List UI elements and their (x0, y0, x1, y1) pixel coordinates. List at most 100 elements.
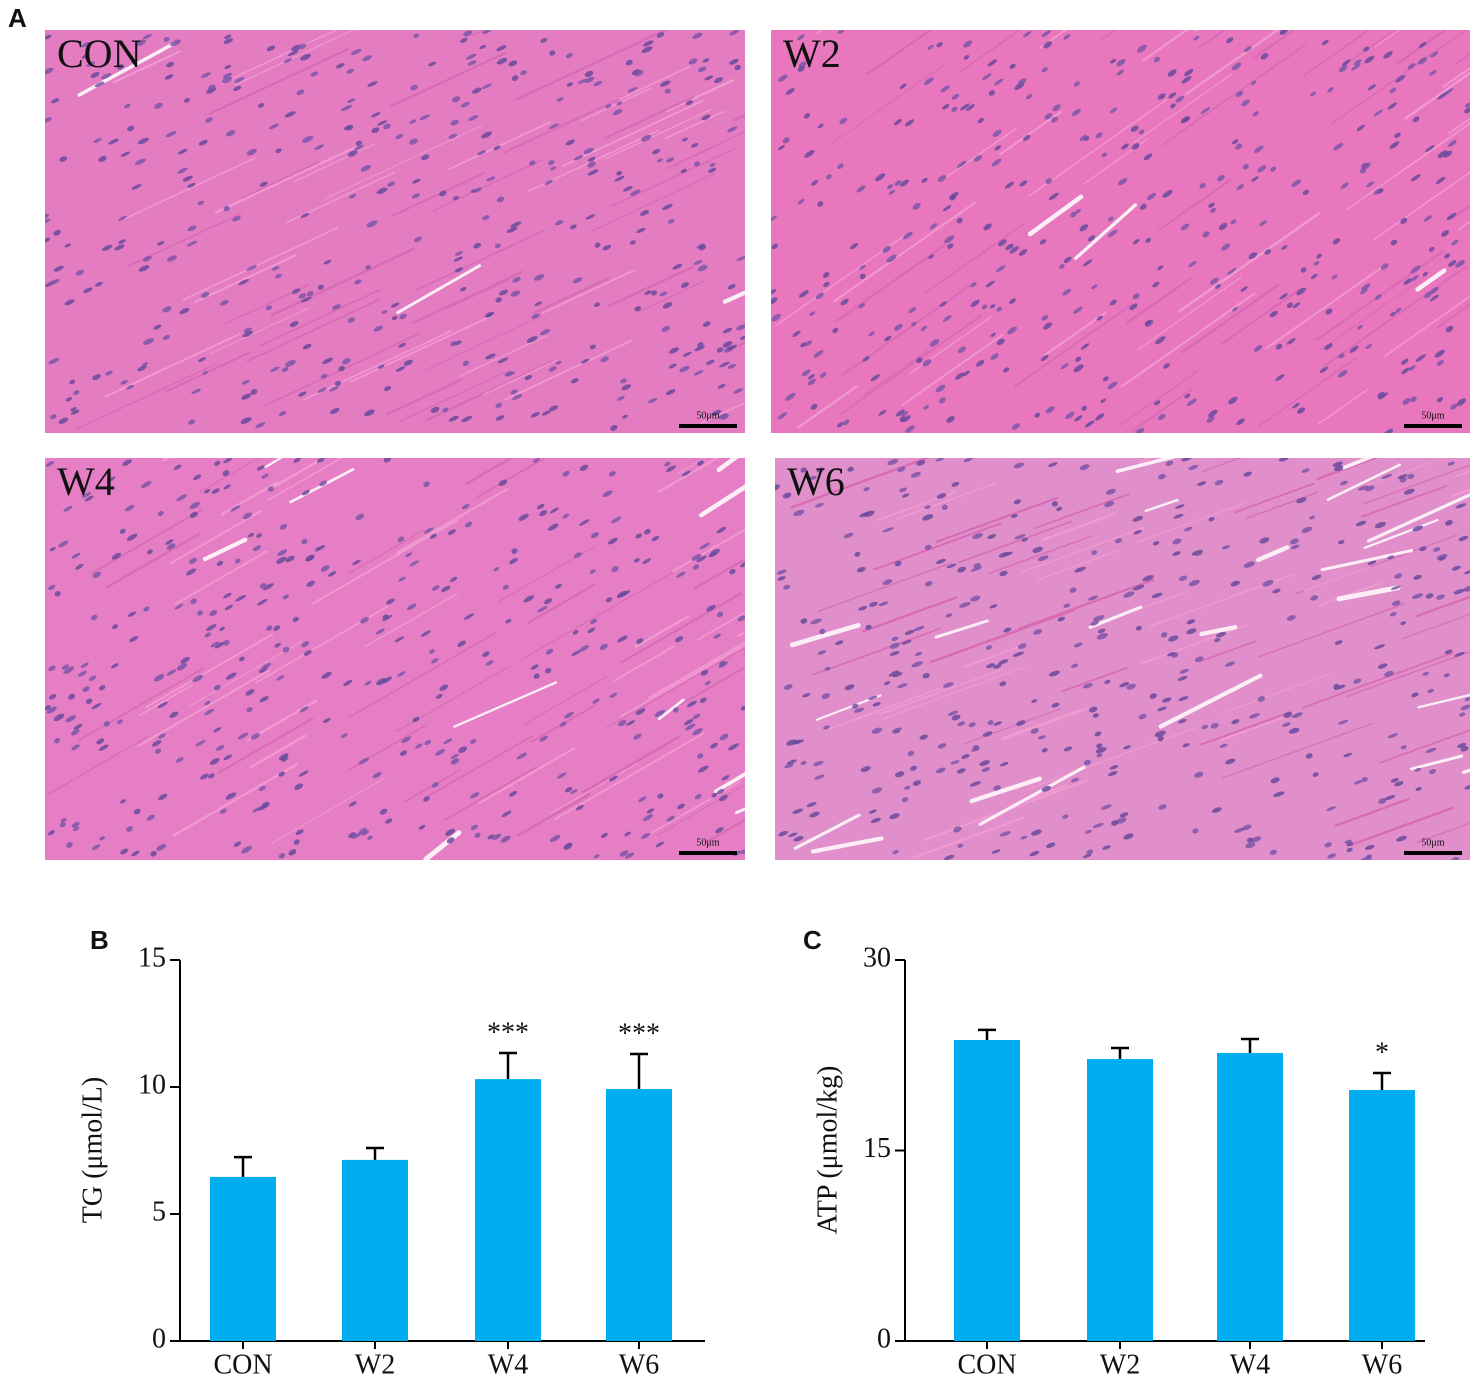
nucleus (592, 698, 600, 704)
nucleus (1291, 712, 1303, 719)
nucleus (360, 164, 372, 172)
nucleus (341, 105, 352, 112)
nucleus (727, 363, 736, 369)
fiber (1416, 781, 1470, 844)
nucleus (572, 277, 583, 284)
y-tick-label: 15 (863, 1133, 891, 1164)
nucleus (1390, 778, 1399, 783)
cleft (1144, 498, 1179, 513)
nucleus (797, 198, 805, 205)
nucleus (1456, 398, 1467, 406)
nucleus (270, 366, 280, 372)
nucleus (1057, 616, 1066, 622)
nucleus (1428, 246, 1435, 252)
nucleus (1389, 611, 1397, 617)
nucleus (505, 618, 512, 624)
nucleus (577, 78, 587, 84)
nucleus (924, 544, 932, 551)
nucleus (176, 494, 187, 502)
nucleus (666, 157, 675, 163)
nucleus (698, 765, 709, 773)
nucleus (1073, 306, 1083, 314)
nucleus (1138, 713, 1147, 720)
nucleus (131, 850, 140, 857)
nucleus (625, 59, 633, 66)
nucleus (1422, 271, 1428, 277)
scale-bar-label: 50μm (696, 410, 719, 421)
nucleus (665, 389, 676, 396)
nucleus (1045, 178, 1052, 184)
bar (954, 1040, 1020, 1341)
nucleus (246, 265, 257, 271)
nucleus (555, 583, 562, 589)
nucleus (727, 126, 738, 133)
nucleus (247, 532, 255, 538)
nucleus (1364, 844, 1375, 851)
nucleus (58, 540, 69, 548)
nucleus (739, 335, 745, 340)
nucleus (496, 45, 507, 52)
nucleus (317, 284, 324, 290)
nucleus (545, 668, 552, 674)
tissue-background (45, 30, 745, 433)
fiber (104, 332, 241, 398)
fiber (523, 676, 607, 726)
nucleus (675, 636, 684, 643)
nucleus (1429, 286, 1439, 295)
nucleus (463, 613, 474, 620)
nucleus (1132, 293, 1140, 300)
nucleus (1073, 81, 1080, 87)
x-tick-label: W2 (1100, 1349, 1140, 1380)
nucleus (718, 661, 728, 668)
nucleus (817, 123, 824, 129)
nucleus (574, 552, 582, 559)
nucleus (506, 226, 518, 233)
nucleus (71, 821, 80, 828)
nucleus (1219, 743, 1228, 748)
nucleus (474, 832, 481, 838)
fiber (168, 509, 263, 565)
nucleus (409, 560, 419, 567)
nucleus (585, 214, 596, 220)
nucleus (685, 100, 693, 106)
nucleus (1033, 629, 1043, 635)
nucleus (638, 796, 647, 802)
nucleus (610, 425, 618, 431)
nucleus (1158, 804, 1167, 810)
nucleus (666, 465, 676, 473)
nucleus (298, 293, 307, 299)
nucleus (1031, 829, 1042, 836)
fiber (1132, 73, 1234, 144)
nucleus (1401, 367, 1410, 375)
fiber (911, 816, 1025, 860)
nucleus (660, 80, 671, 87)
fiber (1373, 170, 1470, 241)
nucleus (533, 673, 540, 679)
x-tick-label: W6 (619, 1349, 659, 1380)
nucleus (1109, 765, 1119, 770)
nucleus (1240, 286, 1248, 292)
cleft (811, 836, 884, 854)
nucleus (379, 808, 388, 815)
nucleus (317, 458, 325, 463)
nucleus (457, 640, 466, 647)
nucleus (442, 407, 449, 413)
fiber (1450, 175, 1470, 221)
nucleus (241, 393, 252, 400)
nucleus (450, 758, 460, 765)
nucleus (526, 336, 538, 343)
nucleus (373, 325, 383, 332)
nucleus (894, 119, 902, 126)
nucleus (69, 379, 76, 385)
x-tick-label: W6 (1362, 1349, 1402, 1380)
nucleus (692, 32, 703, 39)
nucleus (1422, 671, 1429, 676)
nucleus (589, 618, 598, 625)
scale-bar (679, 851, 737, 855)
nucleus (275, 273, 282, 279)
fiber (935, 496, 1059, 544)
nucleus (294, 783, 303, 790)
nucleus (1232, 139, 1239, 145)
nucleus (1309, 515, 1316, 520)
nucleus (511, 548, 518, 554)
